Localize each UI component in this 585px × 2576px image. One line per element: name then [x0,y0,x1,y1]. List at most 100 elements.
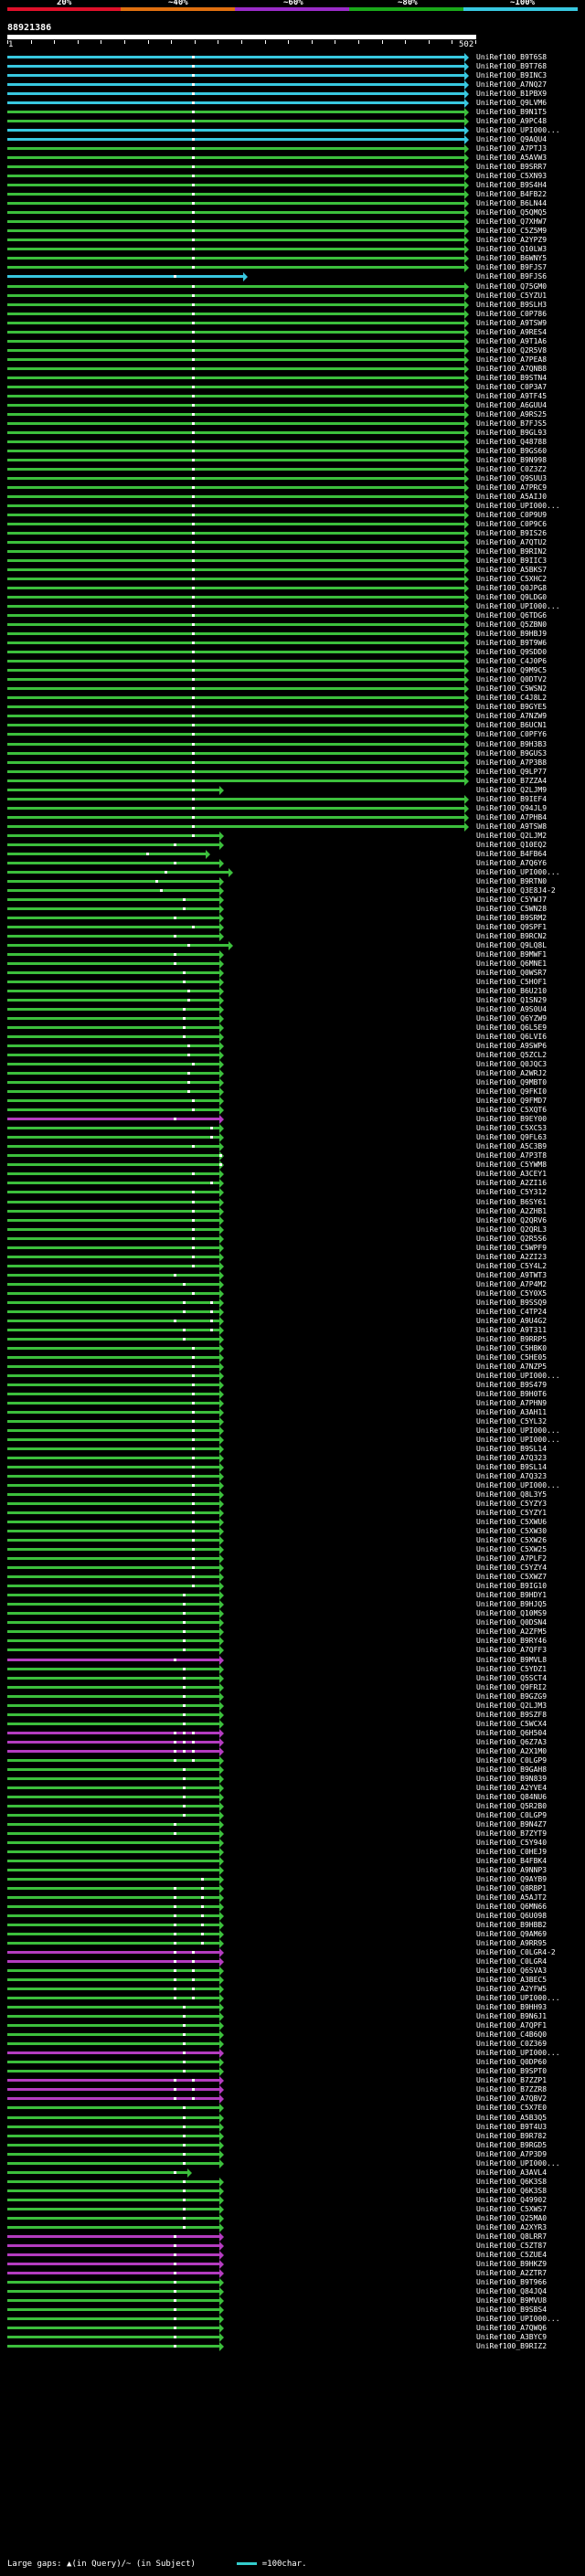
hit-row[interactable]: UniRef100_A5BKS7 [0,566,585,576]
hit-label[interactable]: UniRef100_C5XW25 [476,1545,548,1554]
hit-row[interactable]: UniRef100_A9PC48 [0,117,585,127]
hit-label[interactable]: UniRef100_B9IS26 [476,529,548,538]
hit-row[interactable]: UniRef100_B9MVU8 [0,2295,585,2306]
hit-label[interactable]: UniRef100_UPI000... [476,1994,560,2003]
hit-row[interactable]: UniRef100_A7NZW9 [0,712,585,722]
hit-row[interactable]: UniRef100_A5C3B9 [0,1142,585,1152]
hit-label[interactable]: UniRef100_B9T966 [476,2277,548,2286]
hit-row[interactable]: UniRef100_C5Z5M9 [0,227,585,237]
hit-row[interactable]: UniRef100_A9RS25 [0,409,585,419]
hit-row[interactable]: UniRef100_A7P3T8 [0,1151,585,1161]
hit-label[interactable]: UniRef100_A5BKS7 [476,566,548,575]
hit-row[interactable]: UniRef100_A2XYR3 [0,2222,585,2232]
hit-row[interactable]: UniRef100_A7P3D9 [0,2149,585,2159]
hit-label[interactable]: UniRef100_Q2LJM3 [476,1701,548,1710]
hit-label[interactable]: UniRef100_B1PBX9 [476,90,548,99]
hit-label[interactable]: UniRef100_A7P3D9 [476,2149,548,2158]
hit-row[interactable]: UniRef100_UPI000... [0,2158,585,2168]
hit-row[interactable]: UniRef100_A7PHN9 [0,1398,585,1408]
hit-row[interactable]: UniRef100_Q7XHW7 [0,217,585,228]
hit-row[interactable]: UniRef100_Q9SDD0 [0,648,585,658]
hit-label[interactable]: UniRef100_UPI000... [476,867,560,876]
hit-label[interactable]: UniRef100_B9N839 [476,1774,548,1783]
hit-label[interactable]: UniRef100_B9GS60 [476,446,548,455]
hit-row[interactable]: UniRef100_C5XW26 [0,1536,585,1546]
hit-row[interactable]: UniRef100_Q0JQC3 [0,1060,585,1070]
hit-row[interactable]: UniRef100_A7PRC9 [0,482,585,493]
hit-row[interactable]: UniRef100_A9U4G2 [0,1316,585,1326]
hit-row[interactable]: UniRef100_C0LGP9 [0,1755,585,1765]
hit-label[interactable]: UniRef100_B7FJS5 [476,419,548,428]
hit-row[interactable]: UniRef100_Q6U098 [0,1912,585,1922]
hit-row[interactable]: UniRef100_A2YVE4 [0,1783,585,1793]
hit-label[interactable]: UniRef100_B9HKZ9 [476,2259,548,2268]
hit-label[interactable]: UniRef100_C0LGP9 [476,1810,548,1819]
hit-label[interactable]: UniRef100_C5YZU1 [476,291,548,300]
hit-label[interactable]: UniRef100_C5XHC2 [476,575,548,584]
hit-label[interactable]: UniRef100_A7PLF2 [476,1554,548,1564]
hit-row[interactable]: UniRef100_Q9AQU4 [0,135,585,145]
hit-row[interactable]: UniRef100_Q0DTV2 [0,675,585,685]
hit-row[interactable]: UniRef100_A2X1M0 [0,1746,585,1756]
hit-label[interactable]: UniRef100_Q2QRV6 [476,1215,548,1224]
hit-label[interactable]: UniRef100_Q6H504 [476,1728,548,1737]
hit-label[interactable]: UniRef100_A7P4M2 [476,1279,548,1288]
hit-row[interactable]: UniRef100_B9SPT0 [0,2067,585,2077]
hit-row[interactable]: UniRef100_C5XN93 [0,172,585,182]
hit-label[interactable]: UniRef100_B7ZZR8 [476,2085,548,2094]
hit-row[interactable]: UniRef100_B9T9W6 [0,639,585,649]
hit-label[interactable]: UniRef100_Q8L3Y5 [476,1490,548,1500]
hit-row[interactable]: UniRef100_Q8LRR7 [0,2231,585,2242]
hit-label[interactable]: UniRef100_A2XYR3 [476,2222,548,2231]
hit-label[interactable]: UniRef100_A3CEY1 [476,1170,548,1179]
hit-label[interactable]: UniRef100_Q6MNE1 [476,959,548,968]
hit-label[interactable]: UniRef100_A9RS25 [476,409,548,419]
hit-label[interactable]: UniRef100_Q9AQU4 [476,135,548,144]
hit-label[interactable]: UniRef100_C0PFY6 [476,730,548,739]
hit-row[interactable]: UniRef100_Q5SCT4 [0,1673,585,1683]
hit-row[interactable]: UniRef100_A7P4M2 [0,1279,585,1289]
hit-label[interactable]: UniRef100_Q5R2B0 [476,1801,548,1810]
hit-row[interactable]: UniRef100_B9N839 [0,1774,585,1784]
hit-label[interactable]: UniRef100_Q6L5E9 [476,1023,548,1033]
hit-row[interactable]: UniRef100_Q6SVA3 [0,1966,585,1977]
hit-row[interactable]: UniRef100_B9EY00 [0,1115,585,1125]
hit-label[interactable]: UniRef100_Q0DSN4 [476,1618,548,1627]
hit-row[interactable]: UniRef100_A5AVW3 [0,154,585,164]
hit-label[interactable]: UniRef100_B9HDY1 [476,1591,548,1600]
hit-label[interactable]: UniRef100_B9INC3 [476,71,548,80]
hit-row[interactable]: UniRef100_A7QFF3 [0,1646,585,1656]
hit-row[interactable]: UniRef100_Q48788 [0,437,585,447]
hit-label[interactable]: UniRef100_A7QTU2 [476,538,548,547]
hit-label[interactable]: UniRef100_A2ZTR7 [476,2268,548,2277]
hit-row[interactable]: UniRef100_Q10MS9 [0,1609,585,1619]
hit-row[interactable]: UniRef100_Q9FL63 [0,1133,585,1143]
hit-row[interactable]: UniRef100_A7PTJ3 [0,144,585,154]
hit-row[interactable]: UniRef100_Q6TDG6 [0,611,585,621]
hit-label[interactable]: UniRef100_A7QWQ6 [476,2323,548,2332]
hit-row[interactable]: UniRef100_A3AH11 [0,1407,585,1417]
hit-label[interactable]: UniRef100_B4FB64 [476,849,548,858]
hit-row[interactable]: UniRef100_A7PHB4 [0,812,585,822]
hit-label[interactable]: UniRef100_B6U210 [476,987,548,996]
hit-label[interactable]: UniRef100_B9HJQ5 [476,1600,548,1609]
hit-label[interactable]: UniRef100_C0P786 [476,309,548,318]
hit-row[interactable]: UniRef100_B1PBX9 [0,90,585,100]
hit-label[interactable]: UniRef100_Q6YZW9 [476,1014,548,1023]
hit-row[interactable]: UniRef100_Q9LQ8L [0,940,585,950]
hit-label[interactable]: UniRef100_B9SL14 [476,1445,548,1454]
hit-row[interactable]: UniRef100_B9GUS3 [0,748,585,758]
hit-row[interactable]: UniRef100_B9H3B3 [0,739,585,749]
hit-row[interactable]: UniRef100_A5AJT2 [0,1893,585,1903]
hit-label[interactable]: UniRef100_B6SY61 [476,1197,548,1206]
hit-row[interactable]: UniRef100_A7NZP5 [0,1362,585,1372]
hit-label[interactable]: UniRef100_C5HE05 [476,1352,548,1362]
hit-row[interactable]: UniRef100_A9T311 [0,1325,585,1335]
hit-row[interactable]: UniRef100_B9STN4 [0,373,585,383]
hit-label[interactable]: UniRef100_Q0DTV2 [476,675,548,684]
hit-row[interactable]: UniRef100_B9SLH3 [0,300,585,310]
hit-label[interactable]: UniRef100_B9STN4 [476,373,548,382]
hit-label[interactable]: UniRef100_B9IEF4 [476,794,548,803]
hit-row[interactable]: UniRef100_Q6Z7A3 [0,1737,585,1747]
hit-row[interactable]: UniRef100_C5WPF9 [0,1243,585,1253]
